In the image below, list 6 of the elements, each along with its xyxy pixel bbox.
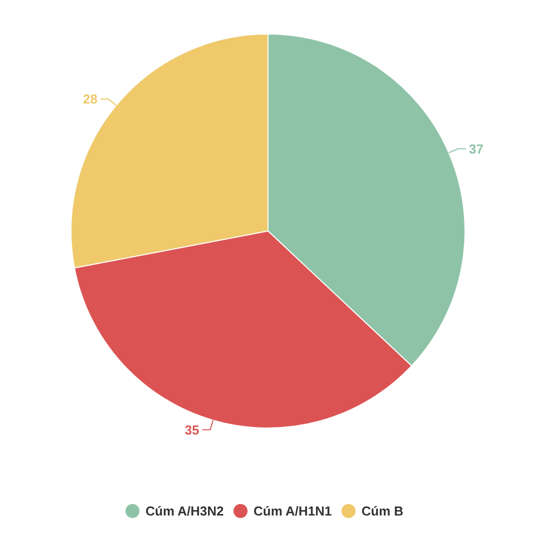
legend-label: Cúm A/H3N2 — [146, 504, 224, 519]
data-label: 28 — [83, 92, 98, 107]
data-label: 37 — [468, 141, 484, 156]
legend-label: Cúm B — [362, 504, 404, 519]
data-label: 35 — [184, 422, 200, 438]
legend-label: Cúm A/H1N1 — [254, 504, 332, 519]
